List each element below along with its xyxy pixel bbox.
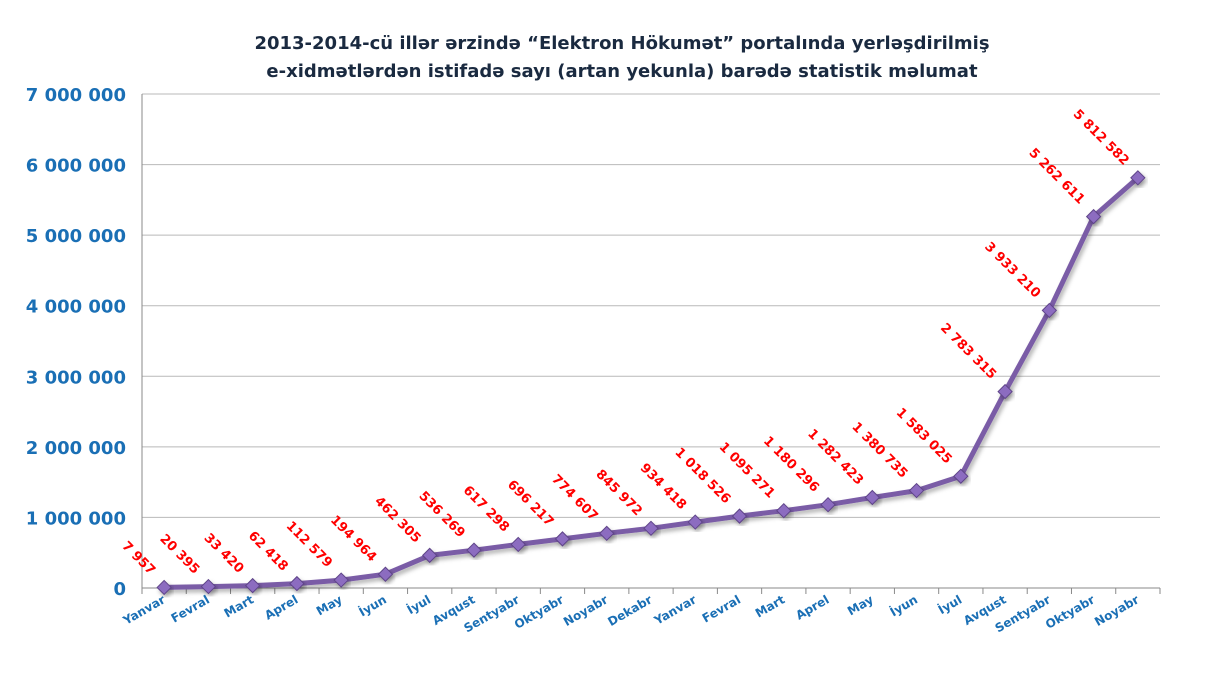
data-point-marker bbox=[421, 547, 438, 564]
x-tick-label: Aprel bbox=[262, 592, 300, 622]
x-tick-label: Mart bbox=[222, 592, 257, 620]
x-tick-label: Noyabr bbox=[1092, 592, 1141, 629]
data-label: 7 957 bbox=[119, 539, 158, 578]
data-point-marker bbox=[244, 577, 261, 594]
data-point-marker bbox=[333, 572, 349, 588]
x-tick-label: İyul bbox=[404, 592, 433, 617]
data-point-marker bbox=[643, 520, 659, 537]
data-label: 696 217 bbox=[504, 478, 556, 530]
y-tick-label: 0 bbox=[113, 579, 126, 600]
data-label: 2 783 315 bbox=[937, 321, 999, 383]
data-point-marker bbox=[510, 536, 526, 553]
data-point-marker bbox=[908, 482, 925, 499]
x-tick-label: Aprel bbox=[793, 592, 831, 622]
chart-title-line-2: e-xidmətlərdən istifadə sayı (artan yeku… bbox=[266, 61, 978, 82]
data-point-marker bbox=[554, 531, 571, 547]
data-point-marker bbox=[200, 578, 217, 595]
data-point-marker bbox=[289, 575, 305, 592]
data-point-marker bbox=[997, 383, 1013, 400]
data-point-marker bbox=[820, 496, 836, 513]
data-label: 3 933 210 bbox=[981, 239, 1043, 301]
y-tick-label: 6 000 000 bbox=[26, 156, 126, 177]
data-point-marker bbox=[864, 489, 881, 506]
data-label: 536 269 bbox=[416, 489, 468, 541]
x-tick-label: Dekabr bbox=[605, 592, 654, 629]
x-tick-label: Oktyabr bbox=[1043, 592, 1097, 631]
chart-title-line-1: 2013-2014-cü illər ərzində “Elektron Hök… bbox=[254, 33, 989, 54]
data-point-marker bbox=[776, 502, 792, 519]
data-point-marker bbox=[731, 508, 748, 524]
data-label: 5 812 582 bbox=[1070, 107, 1132, 169]
data-label: 774 607 bbox=[548, 472, 600, 524]
y-tick-label: 4 000 000 bbox=[26, 297, 126, 318]
y-tick-label: 5 000 000 bbox=[26, 226, 126, 247]
y-axis: 0 1 000 000 2 000 000 3 000 000 4 000 000 5 0… bbox=[26, 85, 143, 600]
data-label: 33 420 bbox=[201, 531, 247, 577]
data-label: 845 972 bbox=[593, 467, 645, 519]
data-label: 5 262 611 bbox=[1026, 146, 1088, 208]
x-tick-label: May bbox=[845, 592, 876, 618]
gridlines bbox=[142, 93, 1160, 518]
x-tick-label: Noyabr bbox=[561, 592, 610, 629]
data-label: 617 298 bbox=[460, 483, 512, 535]
y-tick-label: 2 000 000 bbox=[26, 438, 126, 459]
x-tick-label: İyun bbox=[356, 592, 389, 620]
x-tick-label: Yanvar bbox=[120, 592, 168, 628]
x-tick-label: May bbox=[314, 592, 345, 618]
y-tick-label: 3 000 000 bbox=[26, 367, 126, 388]
data-label: 62 418 bbox=[245, 529, 291, 575]
data-label: 194 964 bbox=[327, 513, 379, 565]
data-point-marker bbox=[1041, 302, 1058, 319]
x-tick-label: Fevral bbox=[169, 592, 212, 625]
data-point-marker bbox=[599, 525, 615, 542]
x-tick-label: Mart bbox=[753, 592, 788, 620]
x-axis: Yanvar Fevral Mart Aprel May İyun İyulAvqustSe… bbox=[120, 587, 1161, 635]
y-tick-label: 1 000 000 bbox=[26, 508, 126, 529]
data-label: 934 418 bbox=[637, 461, 689, 513]
x-tick-label: Fevral bbox=[700, 592, 743, 625]
data-point-marker bbox=[466, 542, 482, 558]
chart-title: 2013-2014-cü illər ərzində “Elektron Hök… bbox=[254, 33, 989, 82]
data-point-marker bbox=[1130, 170, 1146, 186]
data-label: 1 583 025 bbox=[893, 405, 955, 467]
y-tick-label: 7 000 000 bbox=[26, 85, 126, 106]
data-point-marker bbox=[377, 566, 394, 582]
marker-group bbox=[156, 170, 1146, 596]
data-label: 20 395 bbox=[156, 532, 202, 578]
data-point-marker bbox=[953, 468, 969, 484]
data-point-marker bbox=[156, 579, 172, 596]
data-point-marker bbox=[1085, 208, 1102, 225]
x-tick-label: Yanvar bbox=[651, 592, 699, 628]
data-point-marker bbox=[687, 514, 703, 530]
x-tick-label: İyun bbox=[887, 592, 920, 620]
x-tick-label: Oktyabr bbox=[512, 592, 566, 631]
data-label: 462 305 bbox=[371, 494, 423, 546]
x-tick-label: İyul bbox=[935, 592, 964, 617]
